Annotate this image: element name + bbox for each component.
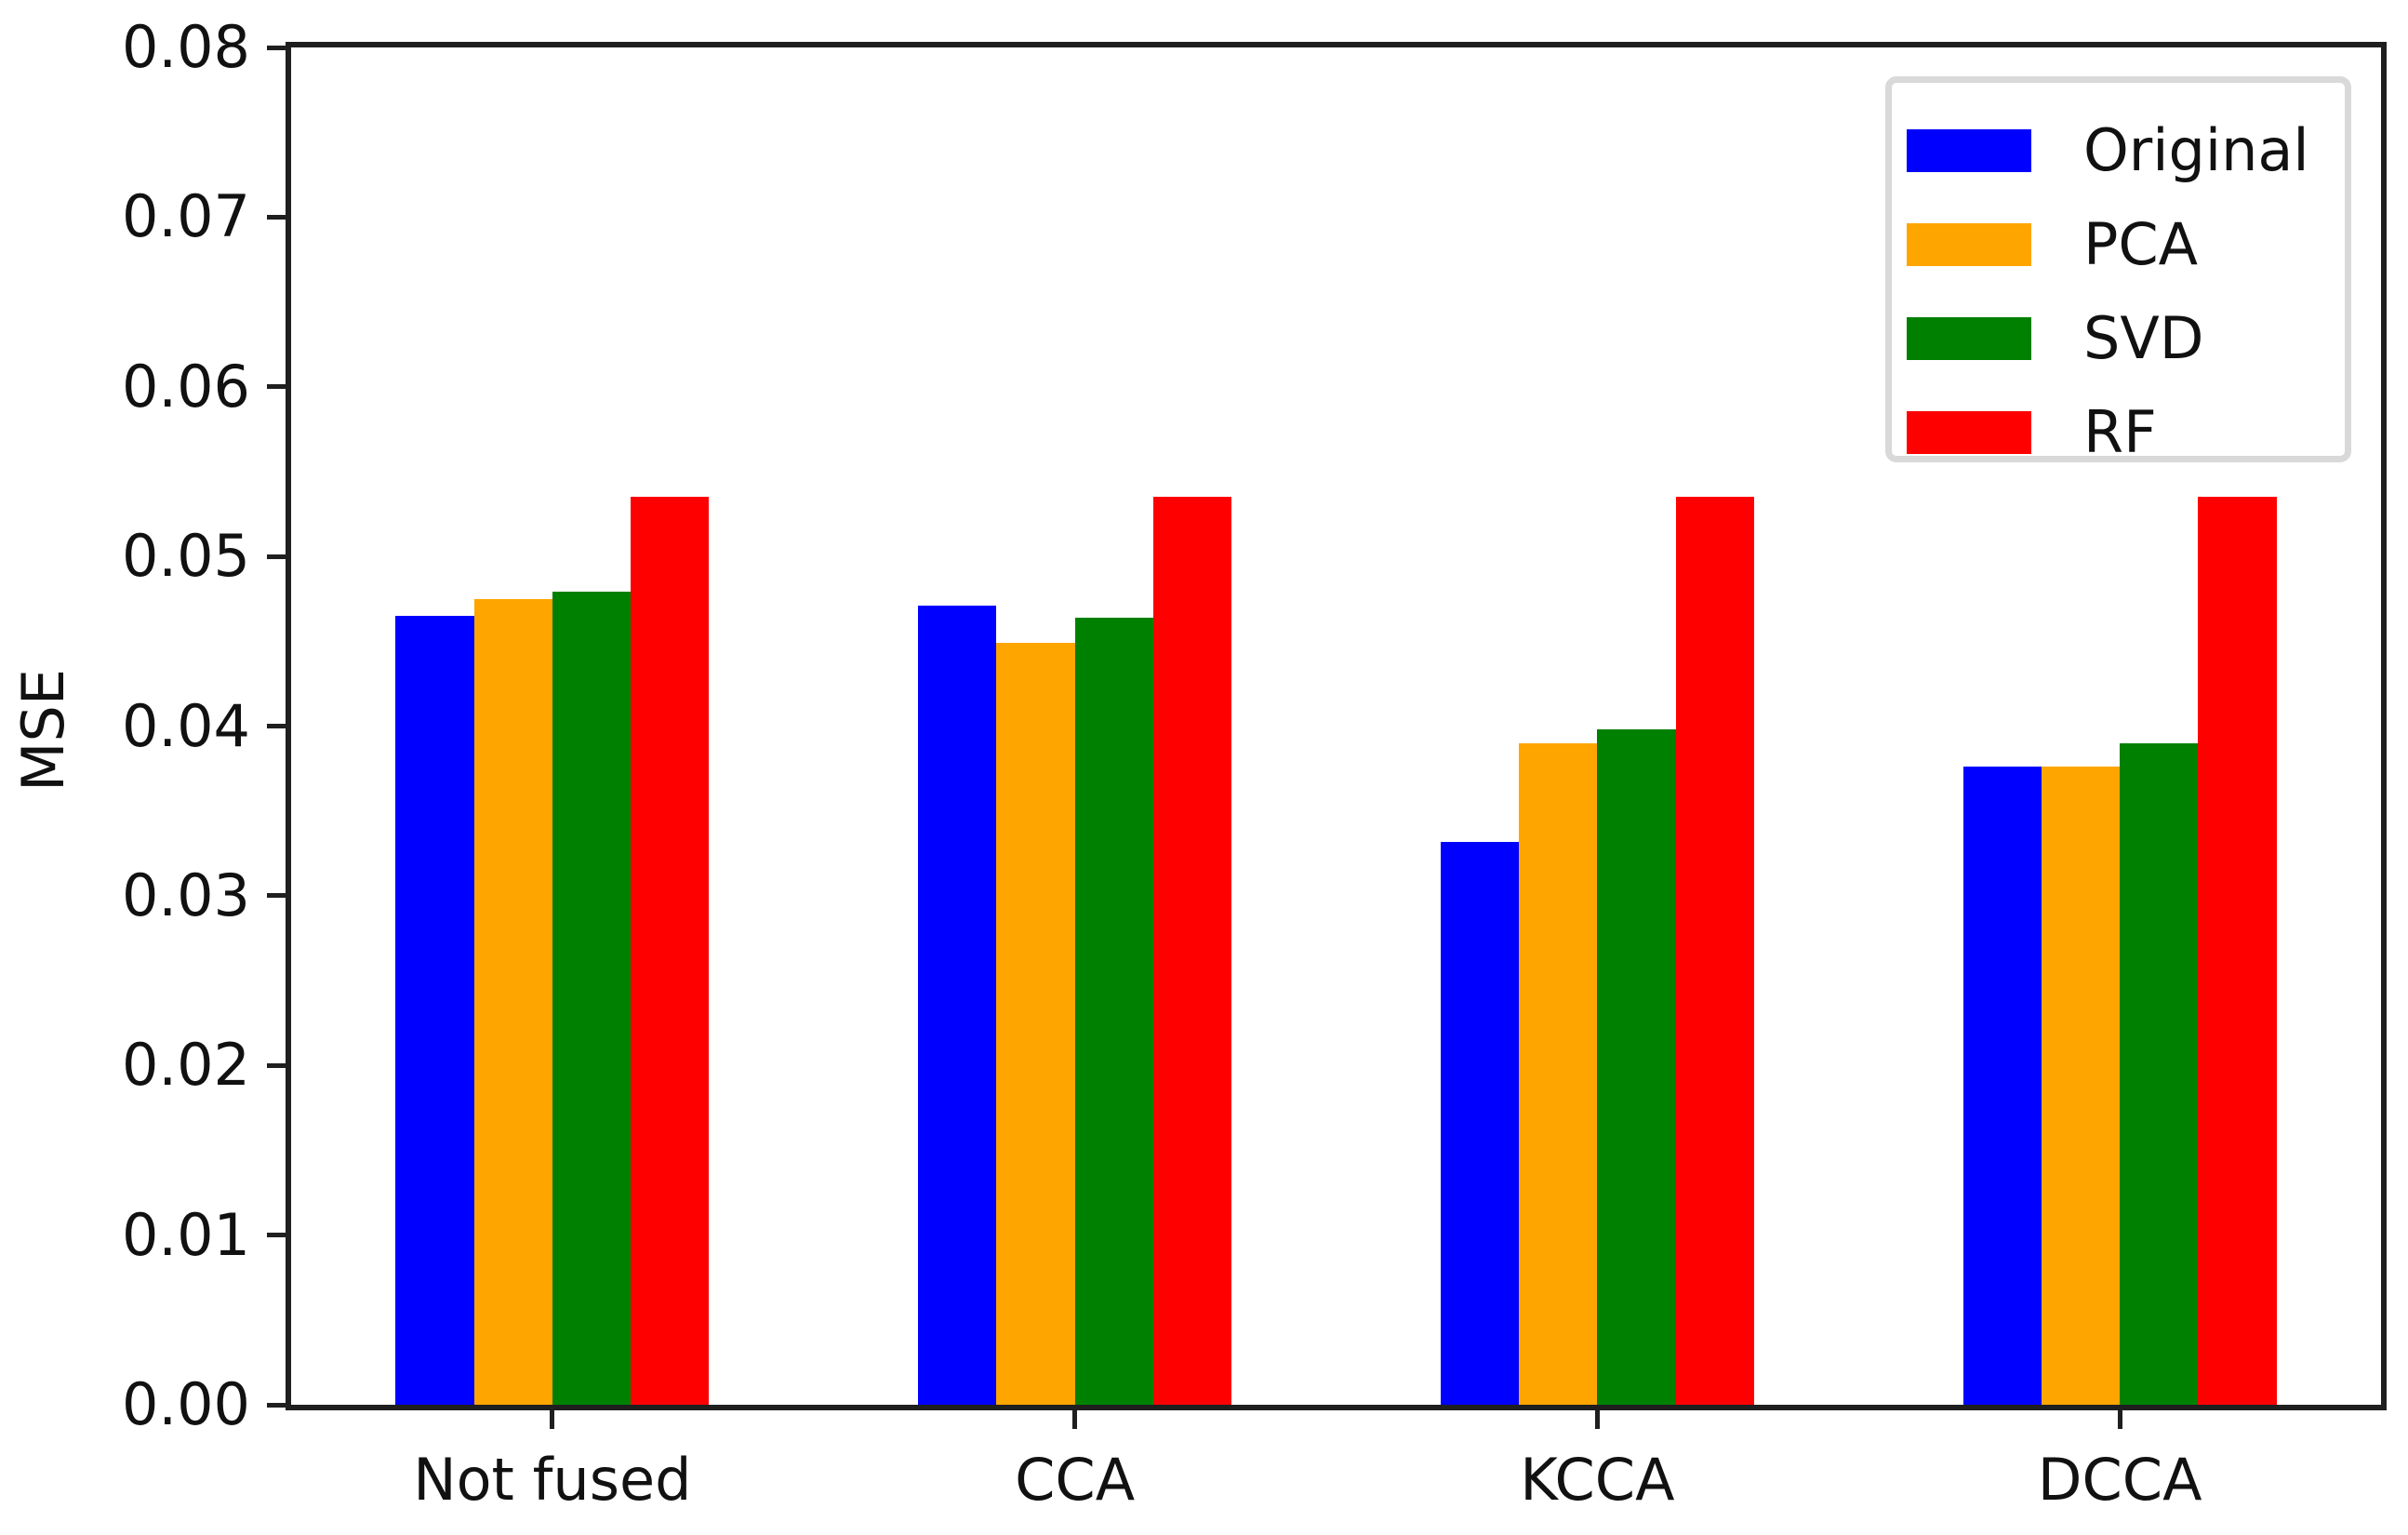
legend-label-svd: SVD [2083, 303, 2204, 372]
legend-row-original: Original [1907, 103, 2345, 197]
bar-rf-1 [1152, 497, 1232, 1405]
bar-original-3 [1962, 767, 2042, 1405]
bar-rf-3 [2198, 497, 2277, 1405]
y-tick-label: 0.07 [121, 182, 250, 251]
y-tick-label: 0.02 [121, 1031, 250, 1100]
y-tick-label: 0.00 [121, 1370, 250, 1438]
y-tick-label: 0.03 [121, 861, 250, 929]
y-tick-mark [267, 724, 286, 728]
x-tick-mark [550, 1410, 555, 1429]
x-tick-mark [2117, 1410, 2122, 1429]
y-tick-mark [267, 384, 286, 390]
legend: Original PCA SVD RF [1885, 76, 2351, 462]
y-tick-label: 0.08 [121, 13, 250, 81]
y-axis-title: MSE [9, 668, 77, 793]
bar-pca-1 [996, 643, 1075, 1405]
y-tick-mark [267, 554, 286, 559]
y-tick-mark [267, 1402, 286, 1408]
bar-pca-3 [2041, 767, 2121, 1405]
x-tick-label: KCCA [1520, 1446, 1675, 1514]
bar-original-0 [395, 615, 474, 1405]
y-tick-mark [267, 45, 286, 50]
legend-swatch-rf [1907, 410, 2031, 454]
legend-row-pca: PCA [1907, 197, 2345, 291]
y-tick-mark [267, 214, 286, 220]
bar-rf-0 [631, 497, 710, 1405]
legend-swatch-pca [1907, 222, 2031, 266]
bar-svd-2 [1597, 729, 1676, 1405]
x-tick-mark [1072, 1410, 1078, 1429]
legend-label-original: Original [2083, 115, 2309, 184]
x-tick-label: DCCA [2037, 1446, 2202, 1514]
legend-row-svd: SVD [1907, 291, 2345, 385]
x-tick-label: CCA [1015, 1446, 1136, 1514]
legend-label-rf: RF [2083, 397, 2157, 466]
legend-swatch-svd [1907, 316, 2031, 360]
legend-swatch-original [1907, 128, 2031, 172]
y-tick-mark [267, 1062, 286, 1068]
bar-original-2 [1440, 841, 1520, 1405]
y-tick-label: 0.04 [121, 691, 250, 760]
y-tick-mark [267, 1233, 286, 1238]
y-tick-mark [267, 893, 286, 899]
bar-pca-0 [473, 598, 552, 1405]
bar-svd-3 [2120, 742, 2199, 1405]
bar-original-1 [918, 606, 997, 1405]
bar-pca-2 [1519, 742, 1598, 1405]
bar-rf-2 [1675, 497, 1754, 1405]
legend-label-pca: PCA [2083, 209, 2199, 278]
y-tick-label: 0.01 [121, 1200, 250, 1269]
y-tick-label: 0.06 [121, 352, 250, 420]
x-tick-label: Not fused [413, 1446, 692, 1514]
legend-row-rf: RF [1907, 385, 2345, 479]
y-tick-label: 0.05 [121, 522, 250, 591]
bar-svd-1 [1074, 617, 1153, 1405]
bar-svd-0 [552, 592, 632, 1405]
x-tick-mark [1594, 1410, 1600, 1429]
